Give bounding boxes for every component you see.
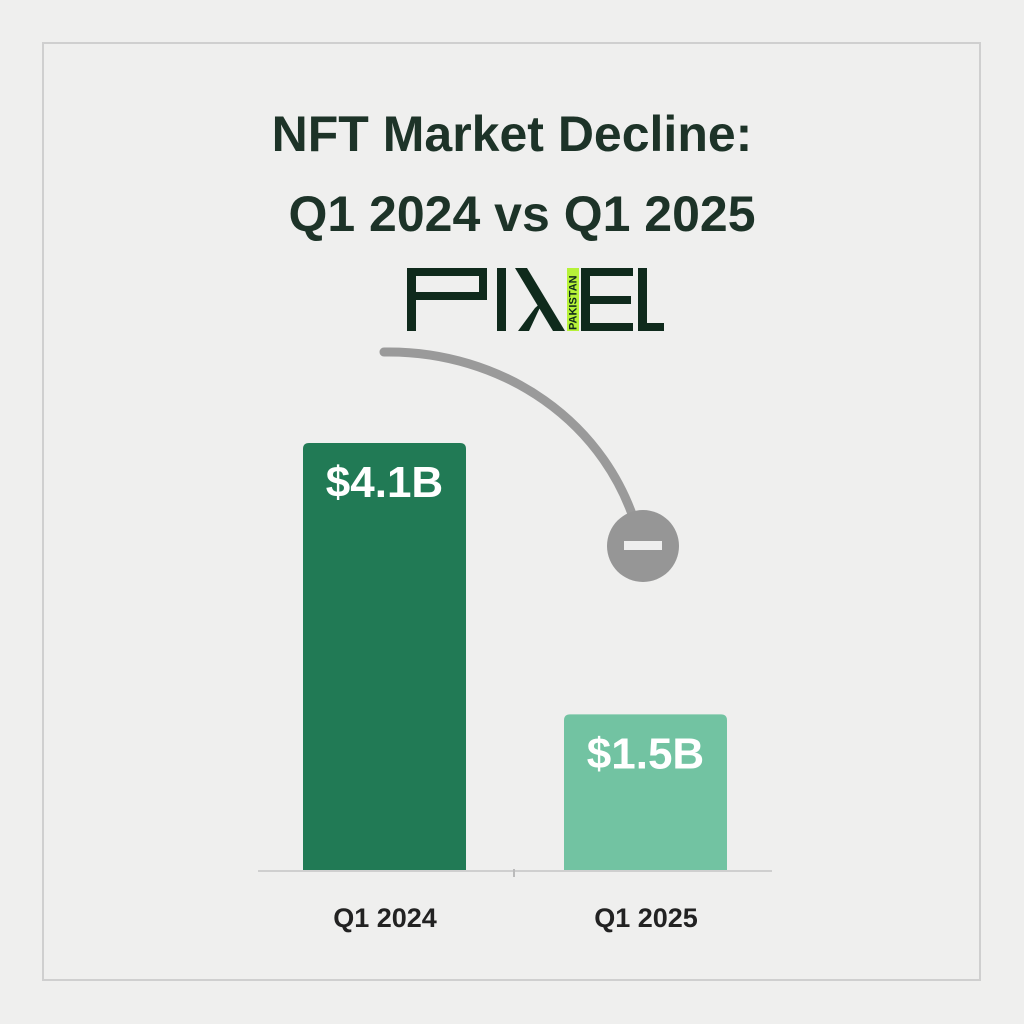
chart-subtitle: Q1 2024 vs Q1 2025 (288, 186, 756, 242)
x-tick-label: Q1 2025 (594, 903, 698, 933)
minus-icon (607, 510, 679, 582)
svg-text:PAKISTAN: PAKISTAN (568, 275, 580, 330)
pixel-pakistan-logo: PAKISTAN (407, 268, 664, 331)
bar (564, 714, 727, 871)
bar (303, 443, 466, 871)
decline-arrow-curve (379, 347, 645, 545)
data-label: $1.5B (587, 729, 704, 778)
chart-frame (42, 42, 981, 981)
data-label: $4.1B (326, 458, 443, 507)
chart-title: NFT Market Decline: (271, 106, 753, 162)
x-tick-label: Q1 2024 (333, 903, 437, 933)
